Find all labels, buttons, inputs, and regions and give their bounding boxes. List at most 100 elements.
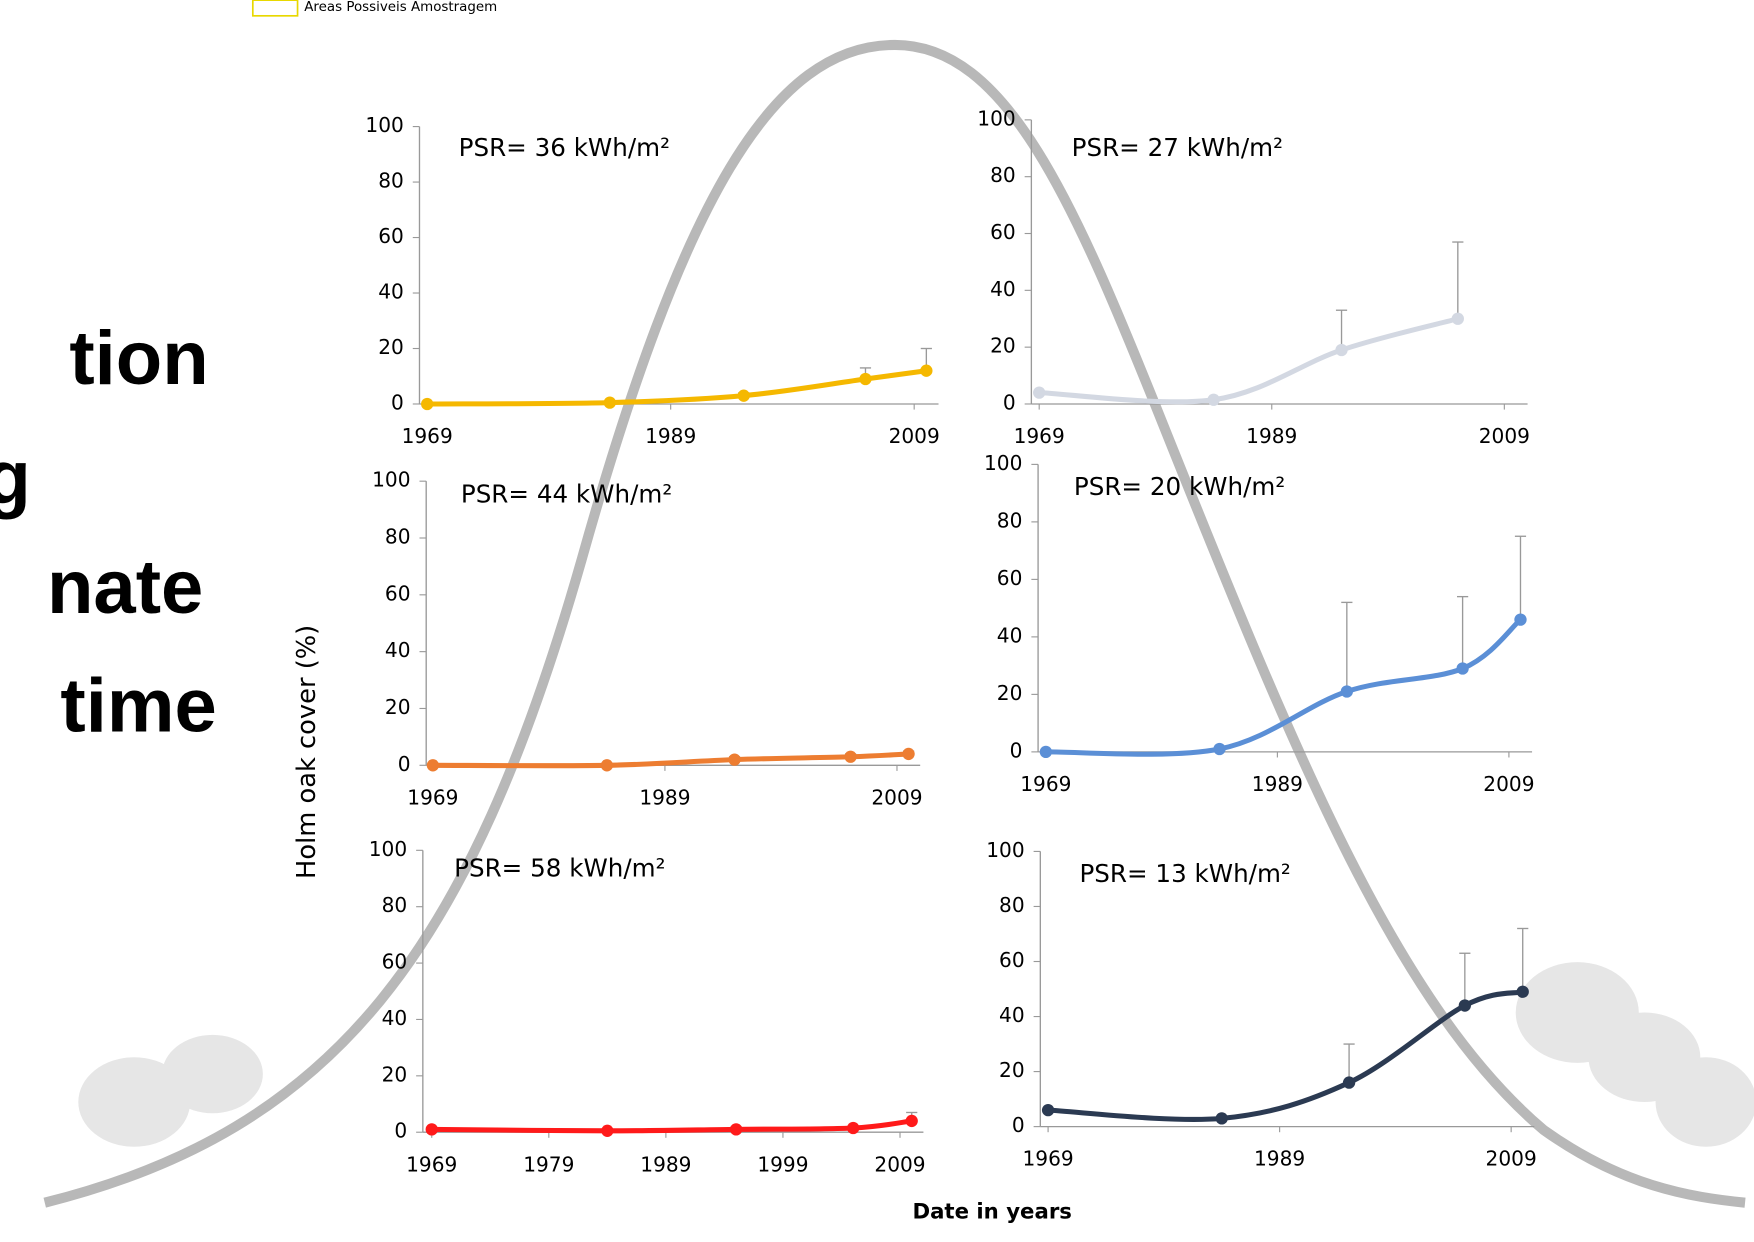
y-tick-label: 0 xyxy=(1010,738,1023,762)
chart-title: PSR= 44 kWh/m² xyxy=(461,480,672,509)
point xyxy=(426,759,440,772)
y-tick-label: 60 xyxy=(997,566,1023,590)
y-tick-label: 100 xyxy=(372,468,410,492)
y-tick-label: 60 xyxy=(990,220,1016,244)
point xyxy=(1335,343,1348,357)
point xyxy=(601,1124,614,1137)
point xyxy=(1215,1112,1228,1125)
x-tick-label: 1969 xyxy=(1014,424,1065,448)
left-text: time xyxy=(60,664,216,749)
x-tick-label: 1989 xyxy=(640,1152,691,1176)
y-tick-label: 20 xyxy=(382,1062,408,1086)
series-line xyxy=(1039,316,1459,405)
y-tick-label: 100 xyxy=(365,113,403,137)
point xyxy=(425,1123,438,1136)
x-tick-label: 1989 xyxy=(639,785,690,809)
x-tick-label: 1969 xyxy=(1022,1147,1073,1171)
y-tick-label: 40 xyxy=(990,277,1016,301)
y-tick-label: 20 xyxy=(997,681,1023,705)
point xyxy=(920,364,933,377)
chart-title: PSR= 58 kWh/m² xyxy=(454,853,665,882)
x-tick-label: 1989 xyxy=(1254,1147,1305,1171)
y-tick-label: 100 xyxy=(369,837,407,861)
y-tick-label: 40 xyxy=(997,623,1023,647)
point xyxy=(728,753,741,766)
point xyxy=(902,747,915,761)
y-tick-label: 80 xyxy=(382,893,408,917)
y-axis-label: Holm oak cover (%) xyxy=(292,625,322,879)
point xyxy=(729,1123,743,1136)
y-tick-label: 0 xyxy=(394,1119,407,1143)
y-tick-label: 80 xyxy=(385,524,411,548)
chart: 0 20 40 60 80 100 1969 1989 2009 PSR= 13 kWh/m² xyxy=(986,838,1537,1171)
y-tick-label: 40 xyxy=(385,638,411,662)
y-tick-label: 0 xyxy=(1003,390,1016,414)
chart: 0 20 40 60 80 100 1969 1989 2009 PSR= 27 kWh/m² xyxy=(977,106,1530,448)
point xyxy=(421,397,434,411)
left-text: g xyxy=(0,436,31,521)
point xyxy=(1456,662,1469,675)
point xyxy=(1451,312,1464,325)
x-tick-label: 2009 xyxy=(1486,1147,1537,1171)
series-line xyxy=(1047,989,1524,1122)
point xyxy=(1516,985,1529,998)
point xyxy=(847,1121,860,1135)
y-tick-label: 0 xyxy=(391,390,404,414)
chart-title: PSR= 27 kWh/m² xyxy=(1072,133,1283,162)
point xyxy=(1514,613,1527,626)
y-tick-label: 100 xyxy=(984,451,1022,475)
y-tick-label: 100 xyxy=(986,838,1024,862)
y-tick-label: 60 xyxy=(382,950,408,974)
y-tick-label: 40 xyxy=(378,280,404,304)
point xyxy=(859,372,872,386)
x-tick-label: 1969 xyxy=(402,424,453,448)
x-tick-label: 2009 xyxy=(871,785,922,809)
series-line xyxy=(427,368,927,407)
left-text: tion xyxy=(69,316,208,401)
y-tick-label: 0 xyxy=(1012,1113,1025,1137)
point xyxy=(1458,999,1471,1012)
y-tick-label: 80 xyxy=(999,893,1025,917)
y-tick-label: 20 xyxy=(990,334,1016,358)
x-tick-label: 1969 xyxy=(1020,772,1071,796)
chart-title: PSR= 13 kWh/m² xyxy=(1079,859,1290,888)
y-tick-label: 40 xyxy=(382,1006,408,1030)
legend-swatch xyxy=(251,0,299,17)
x-tick-label: 1969 xyxy=(406,1152,457,1176)
chart-title: PSR= 36 kWh/m² xyxy=(459,133,670,162)
point xyxy=(1213,742,1226,756)
x-tick-label: 1999 xyxy=(757,1152,808,1176)
chart: 0 20 40 60 80 100 1969 1989 2009 PSR= 36 kWh/m² xyxy=(365,113,939,448)
x-tick-label: 1989 xyxy=(1246,424,1297,448)
point xyxy=(737,389,750,402)
background-curve xyxy=(43,39,1746,1208)
y-tick-label: 60 xyxy=(385,581,411,605)
x-tick-label: 2009 xyxy=(889,424,940,448)
chart: 0 20 40 60 80 100 1969 1979 1989 1999 2009 PSR= 58 … xyxy=(369,837,926,1176)
chart: 0 20 40 60 80 100 1969 1989 2009 PSR= 20 kWh/m² xyxy=(984,451,1535,796)
series-line xyxy=(431,1118,913,1134)
x-tick-label: 1969 xyxy=(407,785,458,809)
y-tick-label: 60 xyxy=(999,948,1025,972)
left-text: nate xyxy=(47,545,203,630)
x-tick-label: 2009 xyxy=(1483,772,1534,796)
tree-decoration xyxy=(78,962,1754,1147)
x-tick-label: 1979 xyxy=(523,1152,574,1176)
x-tick-label: 1989 xyxy=(645,424,696,448)
y-tick-label: 80 xyxy=(378,169,404,193)
x-tick-label: 2009 xyxy=(874,1152,925,1176)
y-tick-label: 80 xyxy=(997,508,1023,532)
y-tick-label: 20 xyxy=(378,335,404,359)
point xyxy=(603,396,616,409)
y-tick-label: 0 xyxy=(398,752,411,776)
y-tick-label: 60 xyxy=(378,224,404,248)
x-tick-label: 1989 xyxy=(1252,772,1303,796)
point xyxy=(905,1114,918,1128)
series-line xyxy=(432,751,909,769)
point xyxy=(1033,386,1046,399)
x-axis-label: Date in years xyxy=(912,1200,1071,1225)
point xyxy=(1039,745,1053,759)
legend-label: Areas Possiveis Amostragem xyxy=(304,0,497,15)
